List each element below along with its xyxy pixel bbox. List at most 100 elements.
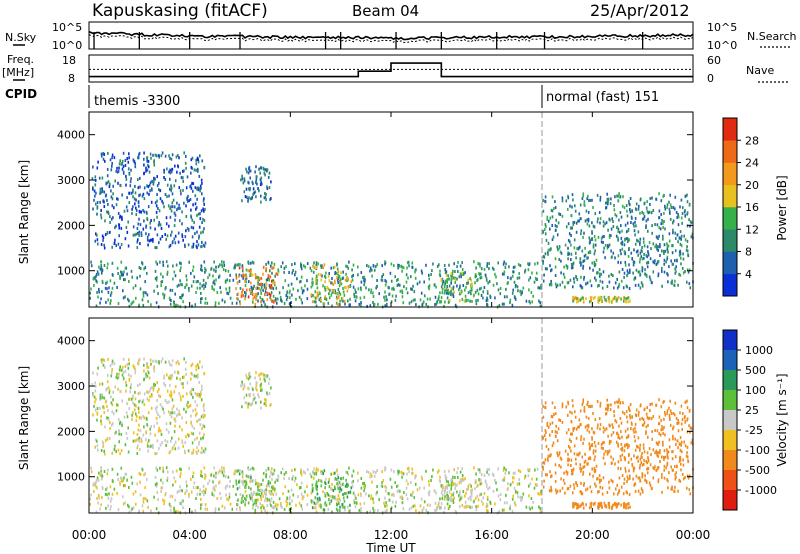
power-cell <box>391 287 393 291</box>
power-cell <box>134 165 137 169</box>
power-cell <box>122 151 125 155</box>
velocity-cell <box>410 481 412 485</box>
power-cell <box>594 295 596 299</box>
velocity-cell <box>525 505 528 509</box>
power-cell <box>195 168 197 172</box>
power-cell <box>251 196 254 199</box>
power-cell <box>594 243 597 247</box>
velocity-cell <box>126 363 128 367</box>
velocity-cell <box>437 503 440 507</box>
power-cell <box>249 273 252 277</box>
velocity-cell <box>239 506 241 510</box>
power-cell <box>554 257 557 261</box>
velocity-cell <box>599 427 601 431</box>
power-cell <box>201 284 203 288</box>
power-cell <box>98 176 101 180</box>
velocity-cell <box>101 485 104 489</box>
power-cell <box>627 254 630 258</box>
velocity-cell <box>199 418 201 422</box>
velocity-cell <box>265 468 267 472</box>
power-cell <box>485 299 488 302</box>
velocity-cell <box>584 452 586 456</box>
velocity-cell <box>135 419 138 422</box>
velocity-cell <box>99 396 102 400</box>
velocity-cell <box>459 496 462 500</box>
power-cell <box>582 266 584 270</box>
power-cell <box>280 265 282 269</box>
power-cell <box>276 272 279 276</box>
power-cell <box>479 264 481 268</box>
power-cell <box>674 195 677 199</box>
power-cell <box>652 270 655 274</box>
velocity-cell <box>602 456 605 460</box>
velocity-cell <box>667 479 669 483</box>
power-cell <box>267 274 270 277</box>
power-cell <box>612 251 615 255</box>
power-cell <box>172 264 174 268</box>
velocity-cell <box>556 489 559 493</box>
velocity-cell <box>439 497 441 501</box>
power-cell <box>628 199 630 203</box>
velocity-cell <box>512 476 514 480</box>
power-cell <box>161 199 163 203</box>
velocity-cell <box>269 475 271 479</box>
power-colorbar-swatch <box>723 162 737 186</box>
power-cell <box>256 182 258 186</box>
velocity-cell <box>441 497 444 501</box>
velocity-cell <box>691 438 694 442</box>
power-cell <box>190 284 193 288</box>
velocity-cell <box>580 469 582 473</box>
power-cell <box>631 209 634 213</box>
power-cell <box>413 290 416 294</box>
power-cell <box>106 231 109 235</box>
power-cell <box>599 195 602 199</box>
power-cell <box>150 219 152 222</box>
power-cell <box>235 287 237 291</box>
velocity-cell <box>316 484 319 488</box>
power-cell <box>623 206 626 210</box>
velocity-cell <box>546 473 548 477</box>
power-cell <box>104 286 107 290</box>
power-cell <box>190 186 193 190</box>
velocity-cell <box>617 442 619 446</box>
power-cell <box>175 155 178 159</box>
power-cell <box>511 303 514 307</box>
velocity-cell <box>626 443 629 447</box>
velocity-cell <box>199 506 202 510</box>
velocity-cell <box>620 485 623 489</box>
velocity-cell <box>155 410 158 414</box>
power-cell <box>200 178 203 182</box>
velocity-cell <box>585 503 587 507</box>
velocity-cell <box>112 422 114 426</box>
velocity-cell <box>614 401 616 405</box>
power-cell <box>550 283 553 287</box>
power-cell <box>274 281 276 285</box>
velocity-cell <box>384 504 386 508</box>
velocity-cell <box>315 472 317 475</box>
velocity-cell <box>478 478 480 482</box>
velocity-cell <box>663 426 665 429</box>
power-cell <box>128 156 130 160</box>
power-cell <box>224 269 227 273</box>
power-cell <box>450 293 453 297</box>
power-cell <box>601 286 604 290</box>
velocity-cell <box>452 501 455 504</box>
power-cell <box>594 238 597 242</box>
power-cell <box>686 249 689 253</box>
power-cell <box>260 166 262 170</box>
power-cell <box>456 277 458 281</box>
power-cell <box>551 238 554 242</box>
power-cell <box>161 235 164 238</box>
velocity-cell <box>616 492 619 496</box>
velocity-cell <box>445 479 448 483</box>
power-cell <box>309 266 312 270</box>
power-cell <box>173 301 175 305</box>
power-cell <box>450 281 452 285</box>
power-cell <box>377 302 379 306</box>
velocity-cell <box>349 503 351 507</box>
velocity-cell <box>570 464 572 467</box>
power-cell <box>94 194 96 198</box>
power-cell <box>180 262 182 266</box>
power-cell <box>514 297 517 301</box>
velocity-cell <box>95 408 97 412</box>
